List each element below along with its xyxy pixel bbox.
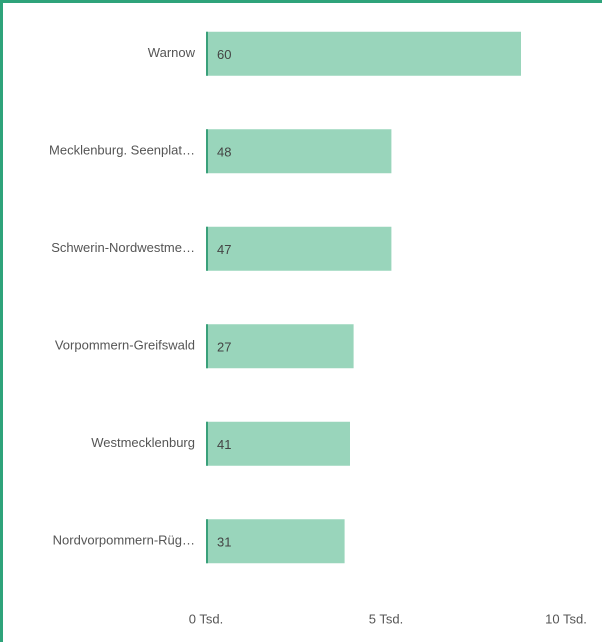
x-tick-label: 10 Tsd. <box>545 611 587 626</box>
x-tick-label: 5 Tsd. <box>369 611 403 626</box>
bar <box>206 324 354 369</box>
y-tick-label: Warnow <box>148 45 196 60</box>
bar <box>206 129 392 174</box>
data-label: 60 <box>217 47 231 62</box>
y-tick-label: Mecklenburg. Seenplat… <box>49 143 195 158</box>
x-tick-label: 0 Tsd. <box>189 611 223 626</box>
bar <box>206 421 350 466</box>
data-label: 47 <box>217 242 231 257</box>
y-tick-label: Nordvorpommern-Rüg… <box>53 533 195 548</box>
y-tick-label: Vorpommern-Greifswald <box>55 338 195 353</box>
data-label: 41 <box>217 437 231 452</box>
bar <box>206 519 345 564</box>
y-tick-label: Schwerin-Nordwestme… <box>51 240 195 255</box>
bar <box>206 226 392 271</box>
data-label: 27 <box>217 340 231 355</box>
data-label: 48 <box>217 145 231 160</box>
y-tick-label: Westmecklenburg <box>91 435 195 450</box>
data-label: 31 <box>217 535 231 550</box>
bar <box>206 31 521 76</box>
